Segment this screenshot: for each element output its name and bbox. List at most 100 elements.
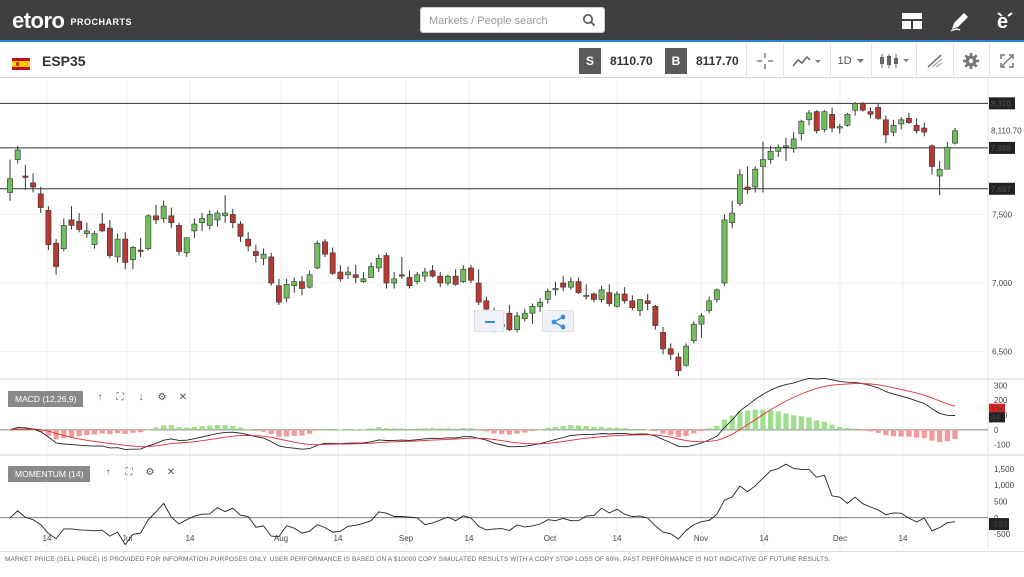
candle-bullish[interactable] <box>836 126 843 129</box>
candle-bearish[interactable] <box>652 306 659 326</box>
candle-bullish[interactable] <box>83 230 90 234</box>
candle-bullish[interactable] <box>637 299 643 311</box>
candle-bullish[interactable] <box>706 300 713 311</box>
candle-bearish[interactable] <box>667 348 674 355</box>
candle-bullish[interactable] <box>460 268 467 282</box>
candle-bearish[interactable] <box>252 251 259 256</box>
candle-bearish[interactable] <box>560 282 567 288</box>
candle-bearish[interactable] <box>906 118 912 123</box>
move-down-icon[interactable]: ↓ <box>138 392 144 403</box>
candle-bullish[interactable] <box>260 253 267 259</box>
settings-button[interactable] <box>953 44 988 78</box>
candle-bullish[interactable] <box>414 274 421 282</box>
candle-bearish[interactable] <box>276 285 282 303</box>
candle-bullish[interactable] <box>529 306 536 314</box>
candle-bullish[interactable] <box>567 281 574 288</box>
candle-bullish[interactable] <box>767 151 774 160</box>
candle-bullish[interactable] <box>544 290 551 300</box>
crosshair-button[interactable] <box>746 44 782 78</box>
close-icon[interactable]: ✕ <box>166 467 176 478</box>
search-input[interactable] <box>429 12 579 29</box>
candle-bullish[interactable] <box>360 278 367 282</box>
etoro-logo[interactable]: etoro PROCHARTS <box>12 8 132 34</box>
candle-bearish[interactable] <box>660 332 666 350</box>
candle-bullish[interactable] <box>552 288 559 291</box>
candle-bearish[interactable] <box>99 223 106 232</box>
candle-bullish[interactable] <box>222 212 229 217</box>
candle-bullish[interactable] <box>514 315 520 330</box>
move-up-icon[interactable]: ↑ <box>105 467 111 478</box>
drawing-tools-button[interactable] <box>916 44 952 78</box>
candle-bearish[interactable] <box>245 238 252 247</box>
pen-icon[interactable] <box>948 9 972 33</box>
candle-bullish[interactable] <box>130 247 136 260</box>
candle-bearish[interactable] <box>68 219 75 226</box>
candle-bearish[interactable] <box>30 182 36 188</box>
candle-bullish[interactable] <box>790 138 797 149</box>
candle-bullish[interactable] <box>690 323 697 341</box>
candle-bullish[interactable] <box>736 174 743 204</box>
candle-bullish[interactable] <box>91 233 98 245</box>
chart-canvas[interactable]: 14 Jul 14 Aug 14 Sep 14 Oct 14 Nov 14 Dec 14 7,500 7,0… <box>0 79 1024 549</box>
candle-bullish[interactable] <box>775 146 782 152</box>
candle-bullish[interactable] <box>7 178 13 193</box>
candle-bearish[interactable] <box>475 282 482 303</box>
candle-bearish[interactable] <box>859 103 866 111</box>
candle-bullish[interactable] <box>145 215 152 250</box>
candle-bearish[interactable] <box>322 241 328 255</box>
candle-bullish[interactable] <box>60 225 67 250</box>
candle-bearish[interactable] <box>176 225 182 252</box>
macd-label[interactable]: MACD (12,26,9) <box>8 391 84 407</box>
maximize-icon[interactable]: ⛶ <box>116 392 124 403</box>
candle-bearish[interactable] <box>383 255 390 284</box>
candle-bearish[interactable] <box>744 186 751 191</box>
candle-bearish[interactable] <box>921 127 928 133</box>
candle-bearish[interactable] <box>882 119 889 136</box>
candle-bullish[interactable] <box>683 345 689 366</box>
candle-bullish[interactable] <box>199 218 205 223</box>
share-button[interactable] <box>542 310 574 332</box>
indicators-button[interactable] <box>871 44 915 78</box>
candle-bullish[interactable] <box>844 114 851 126</box>
candle-bullish[interactable] <box>314 242 321 269</box>
candle-bullish[interactable] <box>114 238 121 258</box>
candle-bearish[interactable] <box>299 281 305 289</box>
candle-bullish[interactable] <box>191 223 198 232</box>
momentum-label[interactable]: MOMENTUM (14) <box>8 466 91 482</box>
gear-icon[interactable]: ⚙ <box>157 392 167 403</box>
move-up-icon[interactable]: ↑ <box>97 392 103 403</box>
candle-bullish[interactable] <box>890 124 897 133</box>
fullscreen-button[interactable] <box>989 44 1024 78</box>
search-icon[interactable] <box>582 13 596 32</box>
candle-bearish[interactable] <box>337 271 344 280</box>
search-box[interactable] <box>420 7 605 33</box>
timeframe-select[interactable]: 1D <box>830 44 870 78</box>
candle-bullish[interactable] <box>375 258 382 269</box>
candle-bearish[interactable] <box>429 270 436 277</box>
candle-bullish[interactable] <box>283 284 290 299</box>
candle-bearish[interactable] <box>329 252 336 274</box>
candle-bullish[interactable] <box>537 301 544 307</box>
candle-bearish[interactable] <box>468 267 474 281</box>
candle-bearish[interactable] <box>591 293 597 300</box>
candle-bearish[interactable] <box>644 300 651 304</box>
candle-bullish[interactable] <box>421 271 428 277</box>
candle-bullish[interactable] <box>206 214 213 226</box>
candle-bullish[interactable] <box>752 168 759 188</box>
candle-bearish[interactable] <box>437 275 444 284</box>
candle-bullish[interactable] <box>952 130 958 144</box>
buy-price-button[interactable]: B 8117.70 <box>665 48 747 74</box>
candle-bearish[interactable] <box>237 223 244 237</box>
candle-bearish[interactable] <box>452 275 459 285</box>
candle-bullish[interactable] <box>598 289 605 300</box>
candle-bullish[interactable] <box>445 275 451 284</box>
candle-bearish[interactable] <box>398 274 405 277</box>
candle-bullish[interactable] <box>798 120 805 134</box>
etoro-e-icon[interactable]: e <box>993 9 1017 33</box>
candle-bullish[interactable] <box>936 168 943 177</box>
chart-area[interactable]: 14 Jul 14 Aug 14 Sep 14 Oct 14 Nov 14 Dec 14 7,500 7,0… <box>0 79 1024 549</box>
candle-bearish[interactable] <box>406 277 413 287</box>
candle-bearish[interactable] <box>913 124 920 132</box>
candle-bearish[interactable] <box>352 274 359 278</box>
candle-bearish[interactable] <box>629 300 636 308</box>
